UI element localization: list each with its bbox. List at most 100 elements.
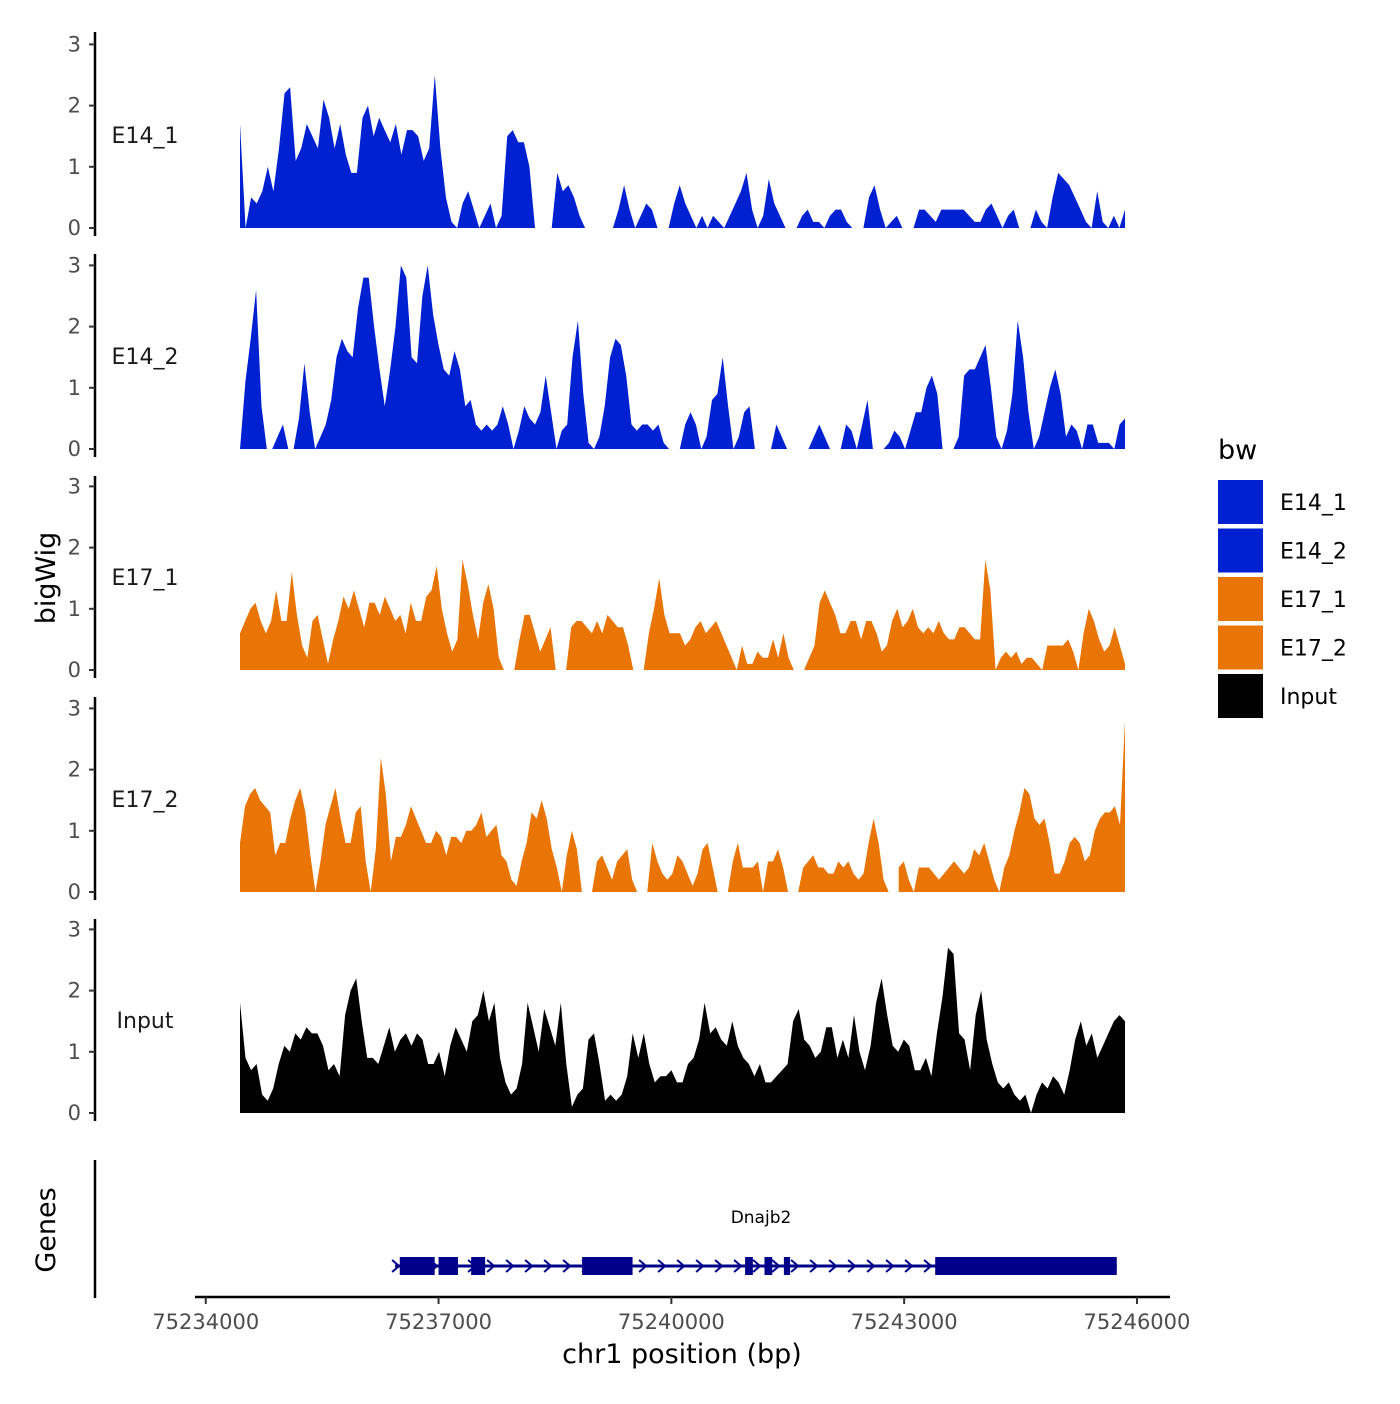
signal-area — [514, 614, 556, 670]
signal-area — [840, 400, 873, 449]
y-tick-label: 1 — [68, 155, 81, 179]
y-tick-label: 2 — [68, 758, 81, 782]
strand-arrow — [524, 1259, 534, 1273]
signal-area — [612, 185, 658, 228]
legend-swatch — [1218, 625, 1263, 670]
signal-area — [668, 172, 786, 228]
legend-label: E14_2 — [1280, 540, 1347, 565]
signal-area — [240, 947, 1125, 1113]
signal-area — [863, 185, 903, 228]
signal-area — [679, 357, 755, 449]
x-tick-label: 75237000 — [385, 1310, 492, 1334]
strand-arrow — [391, 1259, 401, 1273]
y-tick-label: 0 — [68, 437, 81, 461]
strand-arrow — [866, 1259, 876, 1273]
track-input: 0 1 2 3 Input — [68, 917, 1125, 1125]
strand-arrow — [904, 1259, 914, 1273]
legend-swatch — [1218, 480, 1263, 524]
signal-area — [953, 320, 1125, 449]
gene-exon — [582, 1257, 633, 1275]
y-tick-label: 3 — [68, 474, 81, 498]
panel-label: E14_1 — [112, 124, 179, 149]
signal-area — [647, 843, 718, 892]
strand-arrow — [790, 1259, 800, 1273]
strand-arrow — [847, 1259, 857, 1273]
signal-area — [551, 172, 586, 228]
y-tick-label: 0 — [68, 1101, 81, 1125]
x-tick-label: 75240000 — [618, 1310, 725, 1334]
strand-arrow — [695, 1259, 705, 1273]
y-tick-label: 2 — [68, 979, 81, 1003]
genes-axis-title: Genes — [31, 1187, 62, 1272]
signal-area — [804, 559, 1125, 670]
track-e14-2: 0 1 2 3 E14_2 — [68, 253, 1125, 461]
x-axis: 75234000 75237000 75240000 75243000 75246000 — [152, 1295, 1191, 1334]
strand-arrow — [752, 1259, 762, 1273]
x-tick-label: 75246000 — [1084, 1310, 1191, 1334]
strand-arrow — [486, 1259, 496, 1273]
gene-exon — [764, 1257, 773, 1275]
legend-label: E17_1 — [1280, 588, 1347, 613]
y-tick-label: 2 — [68, 536, 81, 560]
genes-track: Dnajb2 — [93, 1160, 1117, 1298]
strand-arrow — [505, 1259, 515, 1273]
gene-exon — [399, 1257, 435, 1275]
signal-area — [592, 849, 638, 892]
gene-exon — [935, 1257, 1117, 1275]
gene-exon — [471, 1257, 486, 1275]
track-e17-1: 0 1 2 3 E17_1 — [68, 474, 1125, 682]
y-tick-label: 0 — [68, 880, 81, 904]
strand-arrow — [657, 1259, 667, 1273]
legend-label: E17_2 — [1280, 637, 1347, 662]
strand-arrow — [809, 1259, 819, 1273]
y-tick-label: 3 — [68, 696, 81, 720]
signal-area — [883, 375, 943, 449]
signal-area — [808, 424, 830, 449]
signal-tracks: 0 1 2 3 E14_1 0 1 2 3 E14_2 0 1 2 3 E17_1 0 1 2 3 E17_2 0 1 2 3… — [68, 32, 1125, 1125]
panel-label: E17_1 — [112, 566, 179, 591]
track-e17-2: 0 1 2 3 E17_2 — [68, 696, 1125, 904]
strand-arrow — [562, 1259, 572, 1273]
y-axis-title: bigWig — [31, 532, 62, 625]
signal-area — [566, 614, 634, 670]
y-tick-label: 3 — [68, 253, 81, 277]
signal-area — [240, 757, 582, 892]
legend: bw E14_1 E14_2 E17_1 E17_2 Input — [1218, 435, 1347, 718]
signal-area — [898, 720, 1125, 892]
legend-swatch — [1218, 577, 1263, 621]
signal-area — [1030, 172, 1125, 228]
y-tick-label: 2 — [68, 94, 81, 118]
y-tick-label: 1 — [68, 376, 81, 400]
strand-arrow — [733, 1259, 743, 1273]
signal-area — [240, 559, 504, 670]
panel-label: Input — [117, 1009, 174, 1034]
y-tick-label: 0 — [68, 658, 81, 682]
gene-exon — [438, 1257, 458, 1275]
strand-arrow — [923, 1259, 933, 1273]
y-tick-label: 3 — [68, 917, 81, 941]
track-e14-1: 0 1 2 3 E14_1 — [68, 32, 1125, 240]
x-tick-label: 75234000 — [152, 1310, 259, 1334]
signal-area — [798, 818, 889, 892]
y-tick-label: 1 — [68, 819, 81, 843]
strand-arrow — [885, 1259, 895, 1273]
legend-swatch — [1218, 674, 1263, 718]
legend-label: E14_1 — [1280, 491, 1347, 516]
signal-area — [765, 424, 788, 449]
strand-arrow — [714, 1259, 724, 1273]
signal-area — [913, 203, 1020, 228]
gene-exon — [783, 1257, 791, 1275]
x-tick-label: 75243000 — [851, 1310, 958, 1334]
gene-label: Dnajb2 — [731, 1208, 792, 1228]
y-tick-label: 2 — [68, 315, 81, 339]
strand-arrow — [638, 1259, 648, 1273]
signal-area — [727, 843, 789, 892]
x-axis-title: chr1 position (bp) — [562, 1339, 802, 1370]
y-tick-label: 1 — [68, 1040, 81, 1064]
legend-swatch — [1218, 528, 1263, 573]
legend-title: bw — [1218, 435, 1257, 466]
y-tick-label: 0 — [68, 216, 81, 240]
panel-label: E17_2 — [112, 788, 179, 813]
